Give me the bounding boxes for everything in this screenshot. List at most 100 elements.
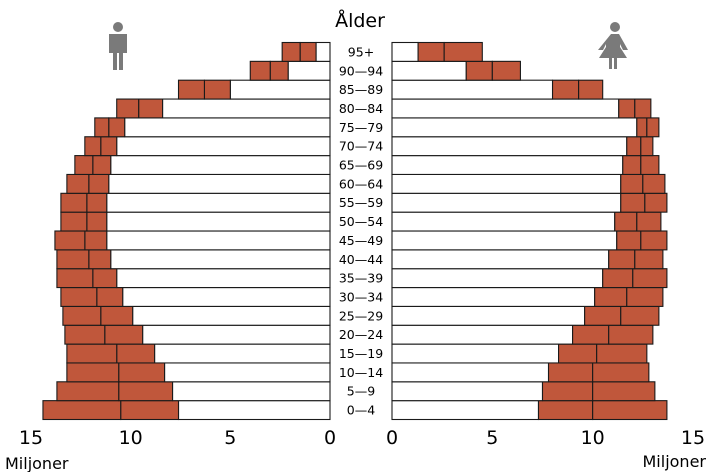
left-segment-2: [88, 173, 110, 194]
left-bar-40—44: [56, 249, 331, 270]
left-segment-1: [229, 79, 331, 100]
right-segment-3: [640, 136, 654, 157]
right-segment-2: [616, 230, 642, 251]
right-segment-3: [634, 98, 652, 119]
right-segment-3: [620, 305, 660, 326]
female-icon: [598, 22, 628, 69]
right-segment-2: [636, 117, 648, 138]
left-segment-2: [203, 79, 231, 100]
male-icon: [109, 22, 127, 70]
left-segment-1: [162, 98, 331, 119]
left-bar-5—9: [56, 381, 331, 402]
right-segment-1: [391, 400, 540, 421]
left-segment-2: [104, 324, 144, 345]
right-segment-3: [596, 343, 648, 364]
left-bar-70—74: [84, 136, 331, 157]
left-segment-2: [118, 362, 166, 383]
x-axis-label-right: Miljoner: [643, 452, 707, 471]
right-segment-2: [626, 136, 642, 157]
right-bar-80—84: [391, 98, 652, 119]
age-label: 5—9: [347, 384, 375, 399]
right-segment-2: [618, 98, 636, 119]
age-labels: 0—4 5—9 10—14 15—19 20—24 25—29 30—34 35—39 40—4…: [339, 44, 383, 417]
age-label: 80—84: [339, 101, 383, 116]
right-segment-3: [644, 192, 668, 213]
right-segment-1: [391, 173, 622, 194]
right-bar-90—94: [391, 60, 521, 81]
right-segment-2: [551, 79, 580, 100]
age-label: 75—79: [339, 120, 383, 135]
right-segment-2: [572, 324, 610, 345]
age-label: 30—34: [339, 289, 383, 304]
right-bar-25—29: [391, 305, 660, 326]
left-bar-80—84: [116, 98, 331, 119]
right-segment-2: [608, 249, 636, 270]
bars: [42, 41, 668, 421]
right-segment-1: [391, 268, 604, 289]
left-segment-2: [108, 117, 126, 138]
x-axis-label-left: Miljoner: [5, 454, 69, 472]
right-bar-15—19: [391, 343, 648, 364]
left-segment-1: [154, 343, 331, 364]
right-segment-3: [646, 117, 660, 138]
right-bar-40—44: [391, 249, 664, 270]
age-label: 85—89: [339, 82, 383, 97]
left-bar-85—89: [177, 79, 331, 100]
right-segment-3: [491, 60, 521, 81]
right-segment-2: [584, 305, 622, 326]
right-segment-2: [558, 343, 598, 364]
right-bar-5—9: [391, 381, 656, 402]
left-segment-3: [60, 211, 88, 232]
chart-title: Ålder: [335, 9, 385, 32]
right-segment-3: [642, 173, 666, 194]
age-label: 60—64: [339, 176, 383, 191]
right-segment-3: [640, 230, 668, 251]
right-segment-2: [622, 155, 642, 176]
left-segment-3: [249, 60, 271, 81]
left-segment-3: [56, 381, 120, 402]
left-segment-3: [66, 362, 120, 383]
age-label: 70—74: [339, 139, 383, 154]
left-segment-2: [138, 98, 164, 119]
left-segment-1: [164, 362, 331, 383]
right-segment-1: [391, 79, 554, 100]
age-label: 90—94: [339, 63, 383, 78]
right-segment-1: [391, 117, 638, 138]
left-bar-50—54: [60, 211, 331, 232]
right-segment-2: [417, 41, 445, 62]
left-segment-2: [86, 211, 108, 232]
age-label: 65—69: [339, 158, 383, 173]
right-bar-30—34: [391, 286, 664, 307]
left-segment-3: [56, 268, 94, 289]
right-bar-55—59: [391, 192, 668, 213]
right-bar-45—49: [391, 230, 668, 251]
right-segment-1: [391, 211, 616, 232]
x-tick-label: 0: [324, 427, 336, 449]
left-bar-25—29: [62, 305, 331, 326]
left-segment-1: [106, 192, 331, 213]
right-segment-3: [626, 286, 664, 307]
left-segment-1: [315, 41, 331, 62]
right-segment-3: [592, 381, 656, 402]
left-segment-2: [96, 286, 124, 307]
right-segment-2: [602, 268, 634, 289]
age-label: 95+: [348, 44, 374, 59]
right-segment-2: [620, 173, 644, 194]
left-bar-60—64: [66, 173, 331, 194]
left-segment-1: [122, 286, 331, 307]
left-segment-3: [116, 98, 140, 119]
age-label: 55—59: [339, 195, 383, 210]
x-tick-label: 10: [119, 427, 143, 449]
left-segment-1: [110, 155, 331, 176]
age-label: 35—39: [339, 271, 383, 286]
right-segment-3: [632, 268, 668, 289]
left-segment-2: [84, 230, 108, 251]
right-segment-1: [391, 362, 550, 383]
x-tick-label: 0: [386, 427, 398, 449]
right-segment-2: [541, 381, 594, 402]
left-segment-2: [86, 192, 108, 213]
right-bar-20—24: [391, 324, 654, 345]
right-segment-3: [578, 79, 604, 100]
left-segment-1: [132, 305, 331, 326]
right-segment-1: [391, 305, 586, 326]
